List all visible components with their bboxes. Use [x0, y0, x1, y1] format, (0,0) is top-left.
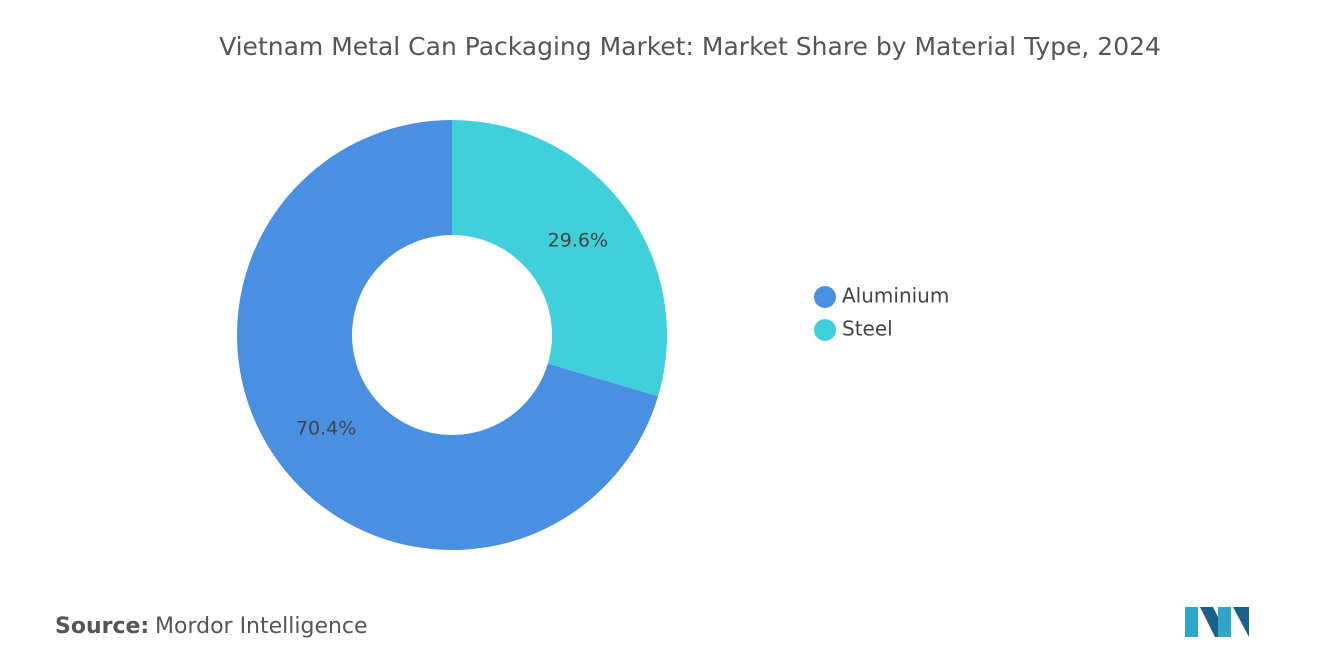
data-label: 70.4% — [296, 417, 356, 439]
chart-title: Vietnam Metal Can Packaging Market: Mark… — [219, 32, 1161, 61]
legend-label: Steel — [842, 317, 893, 341]
source: Mordor Intelligence — [155, 614, 368, 639]
donut-slice — [237, 120, 659, 550]
logo-bar — [1218, 607, 1231, 637]
legend-marker — [814, 319, 836, 341]
logo-bar — [1233, 607, 1249, 637]
logo-bar — [1185, 607, 1198, 637]
source-label: Source: — [55, 614, 149, 639]
data-label: 29.6% — [548, 230, 608, 252]
legend-marker — [814, 286, 836, 308]
legend-label: Aluminium — [842, 284, 949, 308]
logo — [1185, 607, 1249, 637]
donut-slice — [452, 120, 667, 397]
